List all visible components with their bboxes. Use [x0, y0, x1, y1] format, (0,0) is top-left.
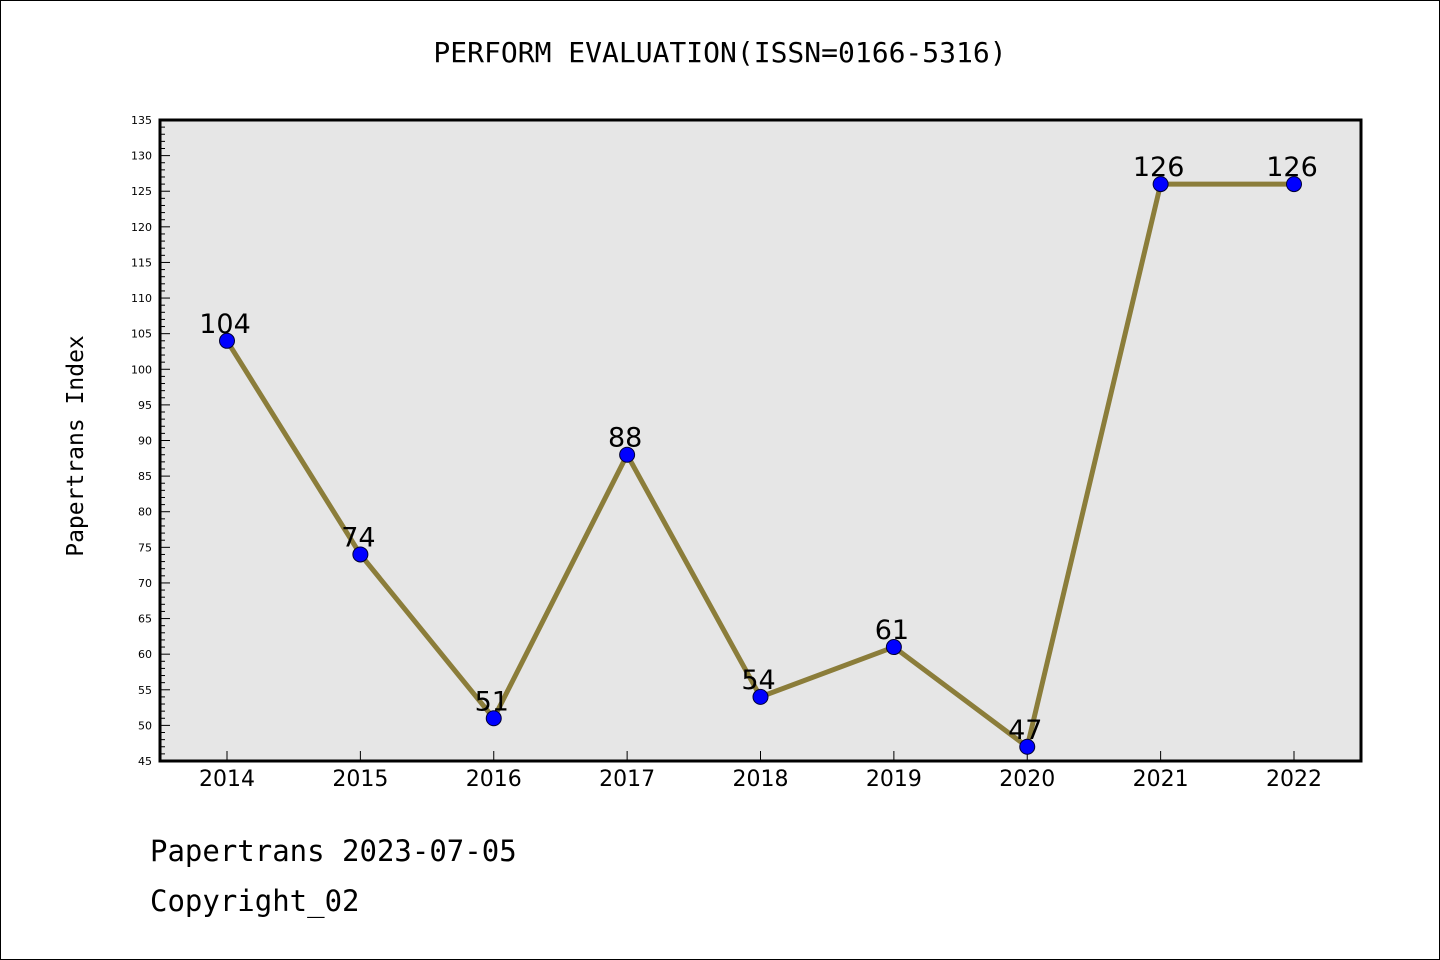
x-tick-label: 2018: [733, 767, 789, 792]
data-point: [885, 639, 902, 656]
data-label: 126: [1133, 152, 1185, 183]
y-tick-label: 135: [131, 114, 152, 127]
data-label: 104: [199, 309, 251, 340]
data-point: [752, 688, 769, 705]
data-label: 51: [475, 686, 509, 717]
data-point: [1019, 738, 1036, 755]
x-axis: 2014 2015 2016 2017 2018 2019 2020 2021 2022: [199, 751, 1322, 792]
y-tick-label: 100: [131, 363, 152, 376]
data-label: 88: [608, 423, 642, 454]
data-point: [1152, 176, 1169, 193]
y-tick-label: 95: [138, 399, 152, 412]
y-tick-label: 45: [138, 755, 152, 768]
data-label: 126: [1266, 152, 1318, 183]
y-tick-label: 75: [138, 541, 152, 554]
y-tick-label: 80: [138, 506, 152, 519]
data-point: [1286, 176, 1302, 193]
y-tick-label: 125: [131, 185, 152, 198]
x-tick-label: 2016: [466, 767, 522, 792]
y-tick-label: 120: [131, 221, 152, 234]
data-labels: 104 74 51 88 54 61 47 126 126: [199, 152, 1318, 746]
y-tick-label: 65: [138, 613, 152, 626]
data-point: [352, 546, 369, 563]
series-layer: [219, 176, 1302, 755]
x-tick-label: 2020: [999, 767, 1055, 792]
data-label: 74: [341, 522, 375, 553]
y-tick-label: 70: [138, 577, 152, 590]
y-tick-label: 60: [138, 648, 152, 661]
x-tick-label: 2022: [1266, 767, 1322, 792]
y-tick-label: 90: [138, 435, 152, 448]
data-label: 47: [1008, 715, 1042, 746]
x-tick-label: 2014: [199, 767, 255, 792]
y-tick-label: 105: [131, 328, 152, 341]
chart-title: PERFORM EVALUATION(ISSN=0166-5316): [433, 36, 1007, 69]
data-label: 61: [875, 615, 909, 646]
data-point: [619, 446, 636, 463]
x-tick-label: 2015: [332, 767, 388, 792]
y-tick-label: 50: [138, 719, 152, 732]
y-tick-label: 110: [131, 292, 152, 305]
x-tick-label: 2021: [1133, 767, 1189, 792]
y-tick-label: 115: [131, 256, 152, 269]
x-tick-label: 2017: [599, 767, 655, 792]
x-tick-label: 2019: [866, 767, 922, 792]
y-tick-label: 130: [131, 150, 152, 163]
footer-copyright: Copyright_02: [150, 884, 360, 918]
data-label: 54: [741, 665, 775, 696]
footer-date: Papertrans 2023-07-05: [150, 834, 517, 868]
y-axis: 45 50 55 60 65 70 75 80 85 90 95 100 105 110 115 120 125…: [131, 114, 170, 768]
y-tick-label: 55: [138, 684, 152, 697]
plot-area: [158, 118, 1363, 763]
data-point: [219, 332, 235, 349]
y-tick-label: 85: [138, 470, 152, 483]
data-point: [485, 710, 502, 727]
